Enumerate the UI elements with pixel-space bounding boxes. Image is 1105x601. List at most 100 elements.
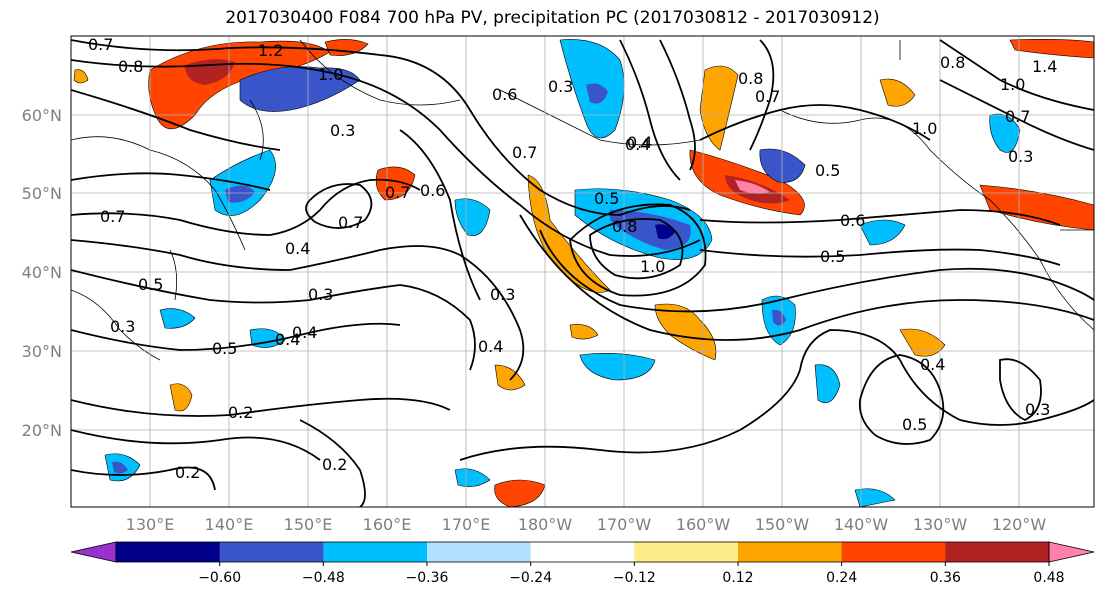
contour-label: 0.7 [100, 207, 125, 226]
shade-negative [159, 308, 196, 329]
shade-negative [759, 148, 806, 183]
map-border [70, 35, 1095, 508]
lon-label: 160°W [676, 515, 731, 534]
contour-label: 0.6 [840, 211, 865, 230]
contour-label: 0.2 [228, 403, 253, 422]
colorbar-tick-label: −0.36 [406, 570, 449, 586]
shade-positive [375, 166, 416, 201]
colorbar: −0.60 −0.48 −0.36 −0.24 −0.12 0.12 0.24 0.36 0.4… [70, 541, 1095, 586]
contour-label: 0.4 [478, 337, 503, 356]
contour-label: 0.5 [138, 275, 163, 294]
pv-contours [71, 39, 1094, 507]
colorbar-segment [323, 542, 428, 562]
lon-label: 180°W [518, 515, 573, 534]
contour-label: 1.2 [258, 41, 283, 60]
contour-label: 0.3 [308, 285, 333, 304]
colorbar-extend-low [70, 541, 117, 563]
precip-shading [73, 39, 1094, 507]
colorbar-tick-label: −0.48 [302, 570, 345, 586]
shade-positive [73, 69, 89, 84]
map-area: 0.7 0.8 1.2 1.0 0.3 0.6 0.7 0.5 0.8 1.0 … [71, 35, 1094, 507]
contour-label: 0.8 [738, 69, 763, 88]
colorbar-tick-label: −0.12 [613, 570, 656, 586]
lat-label: 50°N [22, 184, 62, 203]
contour-label: 0.4 [275, 330, 300, 349]
shade-negative [209, 149, 276, 216]
contour-label: 0.7 [385, 183, 410, 202]
shade-negative [586, 83, 608, 104]
shade-negative [814, 364, 841, 404]
lon-label: 160°E [363, 515, 412, 534]
colorbar-segment [530, 542, 635, 562]
colorbar-segment [945, 542, 1050, 562]
contour-label: 0.7 [755, 87, 780, 106]
shade-negative [859, 219, 906, 246]
contour-label: 0.4 [920, 355, 945, 374]
contour-label: 0.3 [548, 77, 573, 96]
contour-label: 0.3 [330, 121, 355, 140]
contour-label: 0.3 [110, 317, 135, 336]
contour-label: 0.2 [175, 463, 200, 482]
contour-label: 1.4 [1032, 57, 1057, 76]
contour-label: 0.5 [815, 161, 840, 180]
lat-label: 20°N [22, 421, 62, 440]
lon-label: 140°E [205, 515, 254, 534]
lon-label: 170°E [442, 515, 491, 534]
lon-label: 120°W [992, 515, 1047, 534]
shade-negative [112, 461, 128, 474]
contour-label: 1.0 [318, 65, 343, 84]
shade-positive [899, 328, 946, 357]
lon-label: 140°W [834, 515, 889, 534]
colorbar-segment [427, 542, 532, 562]
shade-positive [1009, 39, 1094, 59]
lon-label: 150°W [755, 515, 810, 534]
shade-negative [454, 198, 491, 237]
contour-label: 0.4 [292, 323, 317, 342]
lat-label: 30°N [22, 342, 62, 361]
contour-label: 0.7 [88, 35, 113, 54]
contour-label: 0.6 [420, 181, 445, 200]
shade-positive [735, 180, 770, 194]
colorbar-segment [634, 542, 739, 562]
shade-positive [169, 383, 193, 412]
lon-label: 130°E [126, 515, 175, 534]
contour-label: 0.8 [940, 53, 965, 72]
colorbar-tick-label: −0.60 [198, 570, 241, 586]
lon-label: 130°W [913, 515, 968, 534]
lat-label: 40°N [22, 263, 62, 282]
contour-label: 0.2 [322, 455, 347, 474]
colorbar-tick-label: −0.24 [509, 570, 552, 586]
colorbar-ticks: −0.60 −0.48 −0.36 −0.24 −0.12 0.12 0.24 0.36 0.4… [198, 562, 1065, 586]
shade-positive [324, 39, 369, 56]
contour-label: 0.8 [118, 57, 143, 76]
contour-label: 0.5 [594, 189, 619, 208]
colorbar-segment [841, 542, 946, 562]
contour-label: 1.0 [640, 257, 665, 276]
colorbar-extend-high [1048, 541, 1095, 563]
shade-negative [225, 185, 255, 203]
shade-negative [655, 224, 675, 240]
contour-label: 0.8 [612, 217, 637, 236]
contour-label: 0.3 [1008, 147, 1033, 166]
shade-negative [454, 468, 491, 487]
contour-label: 0.3 [490, 285, 515, 304]
lat-label: 60°N [22, 106, 62, 125]
contour-labels: 0.7 0.8 1.2 1.0 0.3 0.6 0.7 0.5 0.8 1.0 … [88, 35, 1057, 482]
contour-label: 0.7 [1005, 107, 1030, 126]
contour-label: 0.4 [625, 135, 650, 154]
contour-label: 1.0 [1000, 75, 1025, 94]
colorbar-segment [116, 542, 221, 562]
contour-label: 0.5 [212, 339, 237, 358]
contour-label: 0.7 [338, 213, 363, 232]
contour-label: 0.5 [902, 415, 927, 434]
shade-negative [989, 113, 1021, 153]
lat-labels: 60°N 50°N 40°N 30°N 20°N [22, 106, 62, 440]
colorbar-segment [219, 542, 324, 562]
shade-positive [569, 324, 599, 340]
shade-negative [579, 353, 656, 381]
colorbar-border [115, 541, 1050, 563]
colorbar-tick-label: 0.36 [930, 570, 961, 586]
shade-positive [494, 479, 546, 507]
contour-label: 0.4 [627, 133, 652, 152]
